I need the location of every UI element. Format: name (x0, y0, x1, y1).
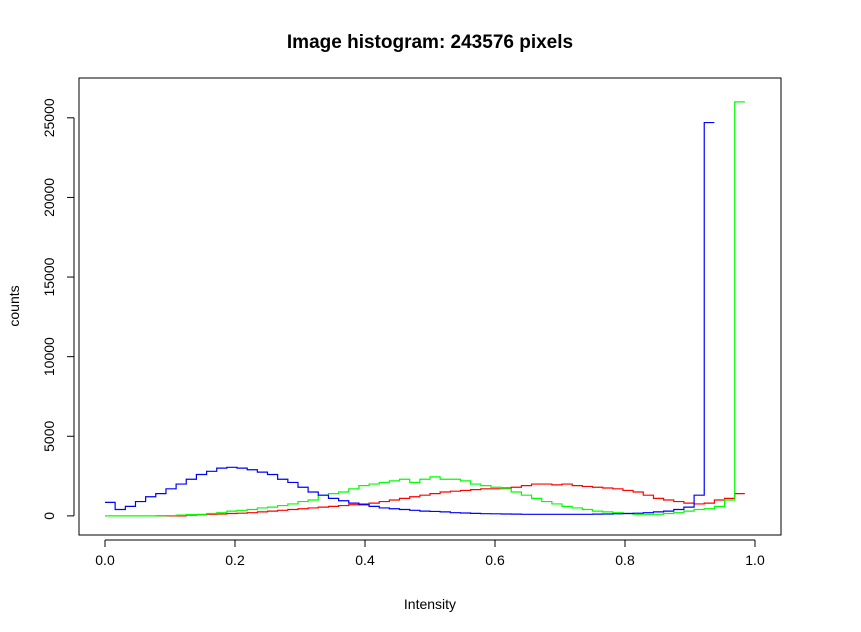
axes: 0.0 0.2 0.4 0.6 0.8 1.0 0 5000 10000 15000 20000 25… (41, 98, 765, 568)
histogram-series-1 (105, 101, 745, 517)
series-group (105, 101, 745, 517)
x-axis-label: Intensity (404, 596, 456, 612)
y-axis-label: counts (6, 285, 22, 326)
y-tick-label: 15000 (41, 257, 57, 296)
x-tick-label: 0.8 (615, 552, 635, 568)
y-tick-label: 25000 (41, 98, 57, 137)
y-tick-label: 20000 (41, 178, 57, 217)
x-tick-label: 1.0 (745, 552, 765, 568)
plot-frame (78, 77, 782, 536)
y-tick-label: 10000 (41, 337, 57, 376)
chart-title: Image histogram: 243576 pixels (287, 32, 573, 53)
histogram-series-2 (105, 121, 715, 515)
x-tick-label: 0.2 (225, 552, 245, 568)
histogram-series-0 (155, 483, 745, 517)
y-tick-label: 0 (41, 512, 57, 520)
x-tick-label: 0.0 (95, 552, 115, 568)
y-tick-label: 5000 (41, 420, 57, 451)
x-tick-label: 0.4 (355, 552, 375, 568)
x-tick-label: 0.6 (485, 552, 505, 568)
